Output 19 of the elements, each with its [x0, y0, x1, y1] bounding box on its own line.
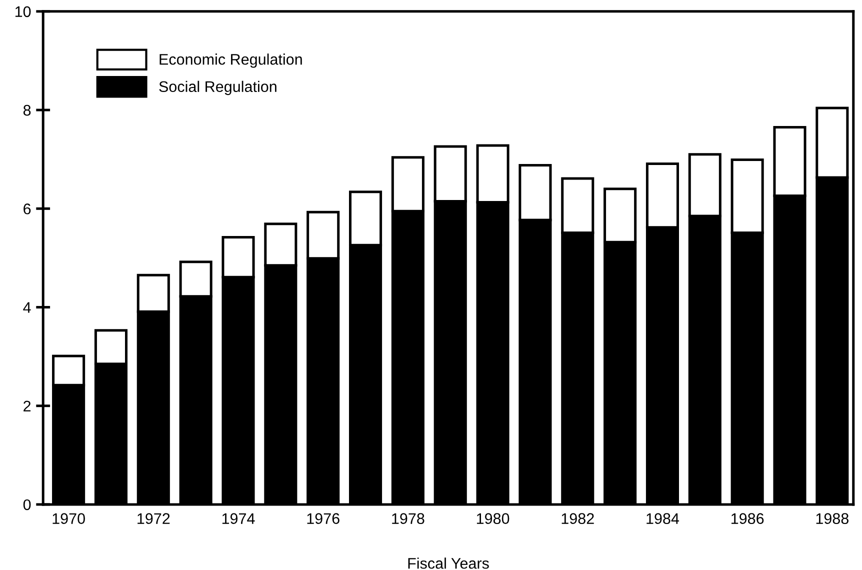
x-tick-label: 1986 — [731, 513, 764, 524]
x-tick-label: 1980 — [476, 513, 510, 524]
y-tick-label: 0 — [23, 499, 31, 510]
x-axis-title: Fiscal Years — [408, 558, 489, 569]
legend-label: Social Regulation — [159, 80, 276, 96]
legend-label: Economic Regulation — [160, 54, 302, 68]
y-tick-label: 10 — [15, 6, 31, 18]
x-tick-label: 1974 — [222, 513, 255, 524]
x-tick-label: 1982 — [562, 513, 594, 524]
x-tick-label: 1972 — [138, 513, 170, 524]
x-tick-label: 1988 — [816, 513, 848, 524]
x-tick-label: 1984 — [646, 513, 680, 524]
x-tick-label: 1978 — [392, 513, 424, 524]
x-tick-label: 1970 — [52, 513, 85, 524]
x-tick-label: 1976 — [307, 513, 340, 524]
y-tick-label: 2 — [24, 400, 31, 412]
y-tick-label: 4 — [23, 302, 31, 313]
y-tick-label: 6 — [24, 203, 31, 214]
y-tick-label: 8 — [23, 104, 31, 116]
